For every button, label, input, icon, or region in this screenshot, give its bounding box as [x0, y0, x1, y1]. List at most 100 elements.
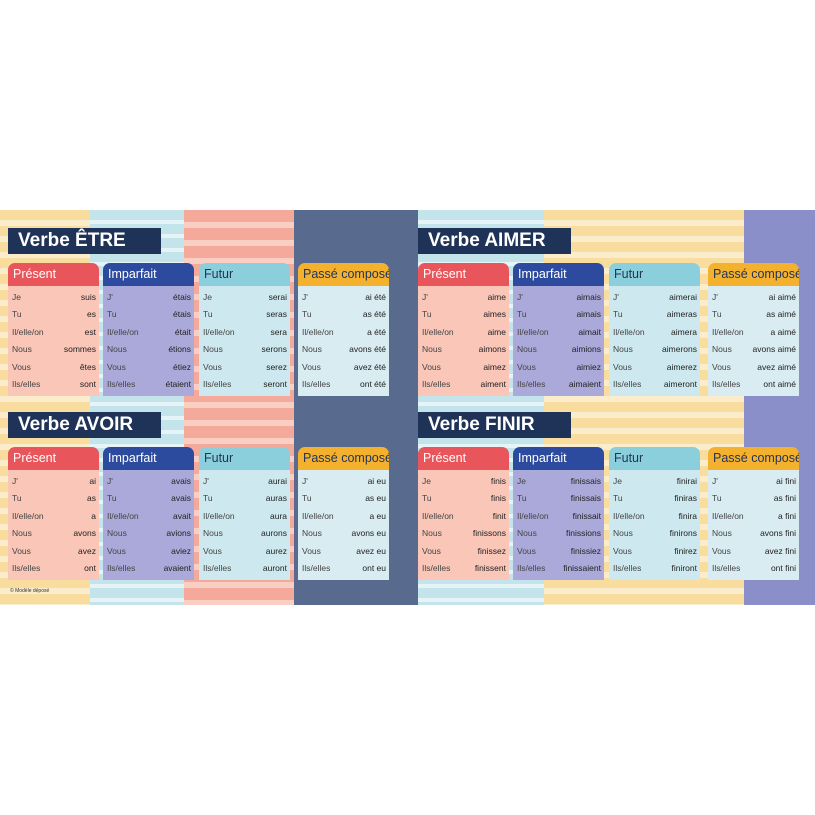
conjugation-row: Tu étais: [107, 306, 191, 324]
conjugation-row: Vous finissiez: [517, 542, 601, 560]
conjugation-row: Nous avons fini: [712, 525, 796, 543]
tense-card-avoir-present: Présent J' ai Tu as Il/elle/on a Nous avons Vous a…: [8, 447, 99, 580]
conjugation-row: Ils/elles finissaient: [517, 560, 601, 578]
pronoun: Il/elle/on: [422, 326, 454, 337]
conjugation-list: J' aimerai Tu aimeras Il/elle/on aimera Nous ai…: [609, 286, 700, 396]
conjugation-row: Vous aimiez: [517, 358, 601, 376]
pronoun: Tu: [107, 309, 117, 320]
verb-form: auront: [262, 563, 287, 574]
tense-card-aimer-imparfait: Imparfait J' aimais Tu aimais Il/elle/on aimai…: [513, 263, 604, 396]
pronoun: Ils/elles: [712, 379, 741, 390]
conjugation-row: Tu as eu: [302, 490, 386, 508]
conjugation-row: Ils/elles ont fini: [712, 560, 796, 578]
tense-card-aimer-futur: Futur J' aimerai Tu aimeras Il/elle/on aimera N…: [609, 263, 700, 396]
verb-form: aimait: [578, 326, 601, 337]
conjugation-row: Nous avons: [12, 525, 96, 543]
conjugation-row: Tu as aimé: [712, 306, 796, 324]
conjugation-row: Je suis: [12, 288, 96, 306]
verb-form: aimeront: [663, 379, 697, 390]
tense-header: Futur: [199, 263, 290, 286]
verb-form: auras: [265, 493, 287, 504]
verb-form: ont été: [360, 379, 386, 390]
conjugation-row: Il/elle/on est: [12, 323, 96, 341]
pronoun: Ils/elles: [613, 379, 642, 390]
tense-card-etre-present: Présent Je suis Tu es Il/elle/on est Nous sommes…: [8, 263, 99, 396]
conjugation-row: Je finirai: [613, 472, 697, 490]
conjugation-row: Il/elle/on a fini: [712, 507, 796, 525]
tense-header: Passé composé: [298, 447, 389, 470]
verb-form: étiez: [173, 361, 191, 372]
verb-form: finirons: [669, 528, 697, 539]
pronoun: Il/elle/on: [302, 326, 334, 337]
copyright-notice: © Modèle déposé: [10, 588, 50, 594]
verb-form: avions: [166, 528, 191, 539]
conjugation-row: Vous avez: [12, 542, 96, 560]
verb-form: ont aimé: [763, 379, 796, 390]
verb-title-avoir: Verbe AVOIR: [8, 412, 161, 438]
verb-form: suis: [80, 291, 96, 302]
pronoun: Ils/elles: [203, 563, 232, 574]
verb-form: ai aimé: [768, 291, 796, 302]
verb-form: avons: [73, 528, 96, 539]
tense-card-finir-passe-compose: Passé composé J' ai fini Tu as fini Il/elle/o…: [708, 447, 799, 580]
pronoun: Nous: [12, 344, 32, 355]
pronoun: J': [712, 475, 718, 486]
verb-form: ai été: [365, 291, 386, 302]
conjugation-row: Vous finirez: [613, 542, 697, 560]
verb-form: étions: [168, 344, 191, 355]
tense-header: Présent: [418, 447, 509, 470]
verb-form: aimera: [671, 326, 697, 337]
pronoun: Il/elle/on: [517, 326, 549, 337]
tense-card-aimer-passe-compose: Passé composé J' ai aimé Tu as aimé Il/elle/o…: [708, 263, 799, 396]
pronoun: Tu: [302, 493, 312, 504]
tense-card-etre-imparfait: Imparfait J' étais Tu étais Il/elle/on était No…: [103, 263, 194, 396]
verb-form: aimons: [478, 344, 506, 355]
pronoun: Ils/elles: [12, 563, 41, 574]
conjugation-row: Ils/elles aimaient: [517, 376, 601, 394]
pronoun: Tu: [12, 309, 22, 320]
verb-title-aimer: Verbe AIMER: [418, 228, 571, 254]
verb-form: aimerons: [662, 344, 697, 355]
pronoun: Je: [422, 475, 431, 486]
verb-form: aiment: [480, 379, 506, 390]
tense-card-avoir-imparfait: Imparfait J' avais Tu avais Il/elle/on avait No…: [103, 447, 194, 580]
verb-title-finir: Verbe FINIR: [418, 412, 571, 438]
conjugation-row: Nous finissions: [517, 525, 601, 543]
pronoun: Nous: [302, 344, 322, 355]
conjugation-row: Tu finissais: [517, 490, 601, 508]
tense-header: Imparfait: [513, 263, 604, 286]
verb-form: avez eu: [356, 545, 386, 556]
verb-form: as eu: [365, 493, 386, 504]
conjugation-row: Vous êtes: [12, 358, 96, 376]
pronoun: Nous: [613, 344, 633, 355]
verb-form: aime: [487, 291, 506, 302]
conjugation-row: Il/elle/on a aimé: [712, 323, 796, 341]
pronoun: Tu: [613, 493, 623, 504]
conjugation-row: Ils/elles avaient: [107, 560, 191, 578]
conjugation-list: J' aimais Tu aimais Il/elle/on aimait Nous aimi…: [513, 286, 604, 396]
verb-form: aura: [269, 510, 287, 521]
verb-form: finis: [490, 493, 506, 504]
conjugation-row: Il/elle/on avait: [107, 507, 191, 525]
verb-form: avons été: [349, 344, 386, 355]
conjugation-row: Ils/elles auront: [203, 560, 287, 578]
conjugation-row: Ils/elles finiront: [613, 560, 697, 578]
verb-form: finiras: [674, 493, 697, 504]
conjugation-list: J' ai aimé Tu as aimé Il/elle/on a aimé Nous av…: [708, 286, 799, 396]
conjugation-row: Ils/elles seront: [203, 376, 287, 394]
conjugation-row: Ils/elles aimeront: [613, 376, 697, 394]
pronoun: J': [613, 291, 619, 302]
pronoun: Il/elle/on: [422, 510, 454, 521]
pronoun: Nous: [517, 344, 537, 355]
pronoun: J': [517, 291, 523, 302]
conjugation-row: Nous finirons: [613, 525, 697, 543]
verb-form: aurai: [268, 475, 287, 486]
tense-header: Présent: [418, 263, 509, 286]
verb-form: finirez: [674, 545, 697, 556]
verb-form: étaient: [165, 379, 191, 390]
verb-form: ont eu: [362, 563, 386, 574]
pronoun: Tu: [203, 309, 213, 320]
conjugation-list: Je suis Tu es Il/elle/on est Nous sommes Vous ête…: [8, 286, 99, 396]
tense-card-etre-passe-compose: Passé composé J' ai été Tu as été Il/elle/on a…: [298, 263, 389, 396]
pronoun: J': [203, 475, 209, 486]
